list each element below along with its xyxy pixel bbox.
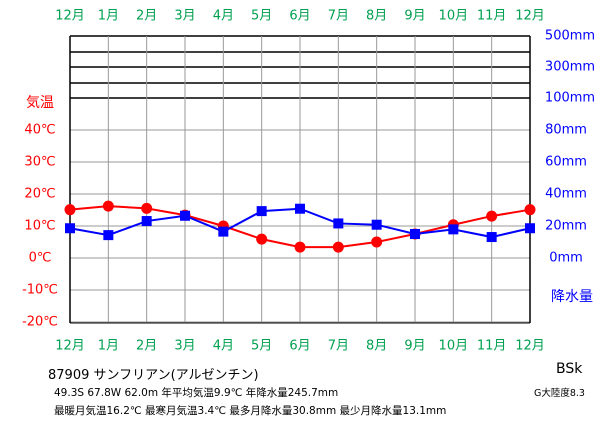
month-label-top: 6月 (289, 9, 310, 24)
month-label-bottom: 8月 (366, 339, 387, 354)
month-label-bottom: 12月 (515, 339, 545, 354)
station-name: 87909 サンフリアン(アルゼンチン) (48, 368, 259, 383)
month-label-bottom: 2月 (136, 339, 157, 354)
month-label-top: 4月 (213, 9, 234, 24)
month-label-bottom: 7月 (328, 339, 349, 354)
precipitation-point (371, 219, 382, 230)
temperature-tick-label: 20℃ (24, 187, 55, 202)
precipitation-point (333, 218, 344, 229)
temperature-tick-label: 40℃ (24, 123, 55, 138)
temperature-point (141, 202, 153, 214)
precipitation-point (295, 203, 305, 214)
station-summary: 49.3S 67.8W 62.0m 年平均気温9.9℃ 年降水量245.7mm (54, 387, 339, 399)
precipitation-tick-label: 60mm (545, 155, 587, 170)
month-label-top: 9月 (404, 9, 425, 24)
precipitation-axis-title: 降水量 (551, 289, 593, 305)
precipitation-tick-label: 500mm (545, 29, 595, 44)
month-label-top: 12月 (55, 9, 85, 24)
month-label-bottom: 9月 (404, 339, 425, 354)
temperature-tick-label: 0℃ (29, 251, 52, 266)
month-label-top: 10月 (439, 9, 469, 24)
month-label-top: 3月 (174, 9, 195, 24)
temperature-point (256, 233, 268, 245)
temperature-point (102, 200, 114, 212)
precipitation-point (486, 232, 497, 243)
precipitation-tick-label: 20mm (545, 219, 587, 234)
month-label-bottom: 3月 (174, 339, 195, 354)
temperature-point (332, 241, 344, 253)
month-label-bottom: 11月 (477, 339, 507, 354)
month-label-top: 1月 (98, 9, 119, 24)
station-extremes: 最暖月気温16.2℃ 最寒月気温3.4℃ 最多月降水量30.8mm 最少月降水量… (54, 405, 447, 417)
precipitation-point (448, 224, 459, 235)
month-label-top: 2月 (136, 9, 157, 24)
precipitation-point (256, 206, 267, 217)
month-label-bottom: 4月 (213, 339, 234, 354)
month-label-bottom: 5月 (251, 339, 272, 354)
temperature-tick-label: -10℃ (22, 283, 58, 298)
month-label-top: 5月 (251, 9, 272, 24)
precipitation-point (525, 223, 535, 234)
temperature-point (486, 210, 498, 222)
temperature-point (371, 236, 383, 248)
temperature-point (524, 204, 536, 216)
month-label-bottom: 6月 (289, 339, 310, 354)
temperature-tick-label: 30℃ (24, 155, 55, 170)
month-label-top: 11月 (477, 9, 507, 24)
temperature-tick-label: 10℃ (24, 219, 55, 234)
temperature-tick-label: -20℃ (22, 315, 58, 330)
temperature-point (294, 241, 306, 253)
month-label-top: 7月 (328, 9, 349, 24)
climate-classification: BSk (556, 361, 583, 377)
precipitation-tick-label: 80mm (545, 123, 587, 138)
precipitation-point (410, 229, 420, 239)
precipitation-point (180, 210, 190, 221)
continentality-index: G大陸度8.3 (534, 388, 585, 399)
precipitation-point (65, 223, 75, 234)
month-label-bottom: 12月 (55, 339, 85, 354)
month-label-top: 12月 (515, 9, 545, 24)
precipitation-tick-label: 0mm (549, 251, 583, 266)
precipitation-point (141, 216, 152, 227)
month-label-bottom: 10月 (439, 339, 469, 354)
precipitation-point (218, 226, 229, 237)
precipitation-point (103, 230, 114, 241)
temperature-point (64, 204, 76, 216)
month-label-top: 8月 (366, 9, 387, 24)
precipitation-tick-label: 40mm (545, 187, 587, 202)
precipitation-tick-label: 100mm (545, 91, 595, 106)
precipitation-tick-label: 300mm (545, 60, 595, 75)
month-label-bottom: 1月 (98, 339, 119, 354)
temperature-axis-title: 気温 (26, 95, 54, 111)
